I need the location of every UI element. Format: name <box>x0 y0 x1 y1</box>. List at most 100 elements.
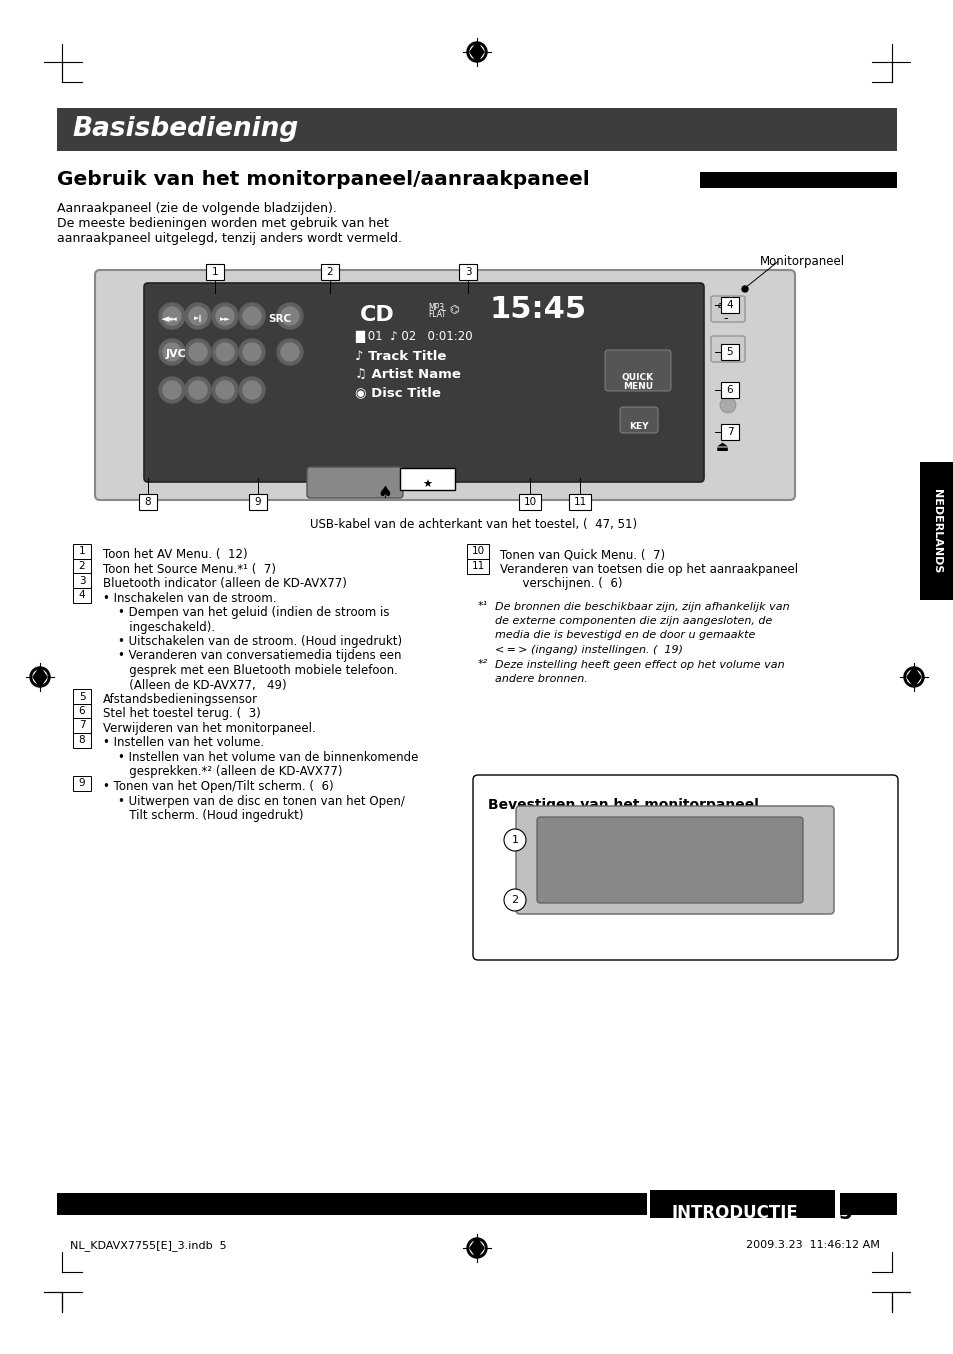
FancyBboxPatch shape <box>467 544 489 559</box>
Circle shape <box>467 42 486 62</box>
Circle shape <box>910 674 916 680</box>
Text: 5: 5 <box>78 692 85 701</box>
Circle shape <box>503 829 525 852</box>
Circle shape <box>906 670 920 684</box>
FancyBboxPatch shape <box>720 424 739 440</box>
Text: NEDERLANDS: NEDERLANDS <box>931 489 941 573</box>
Text: FLAT: FLAT <box>428 310 446 320</box>
FancyBboxPatch shape <box>473 774 897 960</box>
Text: andere bronnen.: andere bronnen. <box>495 674 587 684</box>
FancyBboxPatch shape <box>458 264 476 280</box>
Text: 3: 3 <box>78 575 85 585</box>
Circle shape <box>159 376 185 403</box>
FancyBboxPatch shape <box>73 588 91 603</box>
Text: ★: ★ <box>421 481 432 490</box>
Text: USB-kabel van de achterkant van het toestel, (  47, 51): USB-kabel van de achterkant van het toes… <box>310 519 637 531</box>
Text: -: - <box>723 311 727 325</box>
Circle shape <box>239 338 265 366</box>
Polygon shape <box>470 1238 483 1258</box>
Text: *²: *² <box>477 659 488 669</box>
Text: Monitorpaneel: Monitorpaneel <box>760 255 844 268</box>
Circle shape <box>189 343 207 362</box>
Bar <box>399 468 455 490</box>
Text: 6: 6 <box>726 385 733 395</box>
Text: • Tonen van het Open/Tilt scherm. (  6): • Tonen van het Open/Tilt scherm. ( 6) <box>103 780 334 793</box>
Text: Afstandsbedieningssensor: Afstandsbedieningssensor <box>103 693 257 705</box>
Bar <box>57 1193 646 1215</box>
Text: Basisbediening: Basisbediening <box>71 116 298 142</box>
Text: MENU: MENU <box>622 382 653 391</box>
FancyBboxPatch shape <box>139 494 157 510</box>
Text: NL_KDAVX7755[E]_3.indb  5: NL_KDAVX7755[E]_3.indb 5 <box>70 1240 227 1251</box>
Text: Veranderen van toetsen die op het aanraakpaneel: Veranderen van toetsen die op het aanraa… <box>499 562 798 575</box>
FancyBboxPatch shape <box>95 269 794 500</box>
Text: 3: 3 <box>464 267 471 278</box>
Text: Toon het Source Menu.*¹ (  7): Toon het Source Menu.*¹ ( 7) <box>103 562 275 575</box>
Text: 10: 10 <box>523 497 536 506</box>
Text: ⌬: ⌬ <box>449 305 458 315</box>
FancyBboxPatch shape <box>710 297 744 322</box>
Circle shape <box>185 303 211 329</box>
Text: 2: 2 <box>326 267 333 278</box>
Circle shape <box>467 1238 486 1258</box>
Circle shape <box>212 376 237 403</box>
FancyBboxPatch shape <box>720 344 739 360</box>
Circle shape <box>212 303 237 329</box>
Text: Tilt scherm. (Houd ingedrukt): Tilt scherm. (Houd ingedrukt) <box>103 808 303 822</box>
Text: Bevestigen van het monitorpaneel: Bevestigen van het monitorpaneel <box>488 798 758 812</box>
Text: 9: 9 <box>254 497 261 506</box>
FancyBboxPatch shape <box>604 349 670 391</box>
Circle shape <box>474 1244 479 1251</box>
Text: Verwijderen van het monitorpaneel.: Verwijderen van het monitorpaneel. <box>103 722 315 735</box>
Circle shape <box>281 307 298 325</box>
FancyBboxPatch shape <box>73 704 91 719</box>
Circle shape <box>30 668 50 686</box>
Text: De meeste bedieningen worden met gebruik van het: De meeste bedieningen worden met gebruik… <box>57 217 389 230</box>
Text: 11: 11 <box>471 561 484 571</box>
Text: ►►: ►► <box>219 315 230 322</box>
Text: • Dempen van het geluid (indien de stroom is: • Dempen van het geluid (indien de stroo… <box>103 607 389 619</box>
Text: ►‖: ►‖ <box>193 315 202 322</box>
Circle shape <box>720 397 735 413</box>
Circle shape <box>215 380 233 399</box>
Text: gesprekken.*² (alleen de KD-AVX77): gesprekken.*² (alleen de KD-AVX77) <box>103 765 342 779</box>
Circle shape <box>243 307 261 325</box>
Text: 7: 7 <box>726 427 733 437</box>
Circle shape <box>243 380 261 399</box>
Circle shape <box>189 307 207 325</box>
Text: ◄◄: ◄◄ <box>167 315 177 322</box>
Text: ø/ATT: ø/ATT <box>717 301 738 309</box>
Text: Deze instelling heeft geen effect op het volume van: Deze instelling heeft geen effect op het… <box>495 659 783 669</box>
Text: ◄: ◄ <box>161 314 169 324</box>
Text: Tonen van Quick Menu. (  7): Tonen van Quick Menu. ( 7) <box>499 548 664 561</box>
Bar <box>840 1193 896 1215</box>
FancyBboxPatch shape <box>249 494 267 510</box>
Circle shape <box>503 890 525 911</box>
FancyBboxPatch shape <box>73 544 91 559</box>
Text: 7: 7 <box>78 720 85 731</box>
Bar <box>57 108 896 152</box>
Text: SRC: SRC <box>268 314 292 324</box>
FancyBboxPatch shape <box>320 264 338 280</box>
FancyBboxPatch shape <box>568 494 590 510</box>
Text: • Inschakelen van de stroom.: • Inschakelen van de stroom. <box>103 592 276 604</box>
Text: 8: 8 <box>78 735 85 745</box>
Text: Gebruik van het monitorpaneel/aanraakpaneel: Gebruik van het monitorpaneel/aanraakpan… <box>57 171 589 190</box>
Text: JVC: JVC <box>166 349 187 359</box>
Text: 5: 5 <box>838 1204 851 1223</box>
Text: 8: 8 <box>145 497 152 506</box>
Text: • Instellen van het volume van de binnenkomende: • Instellen van het volume van de binnen… <box>103 751 418 764</box>
Text: • Uitwerpen van de disc en tonen van het Open/: • Uitwerpen van de disc en tonen van het… <box>103 795 404 807</box>
Text: QUICK: QUICK <box>621 372 654 382</box>
Circle shape <box>33 670 47 684</box>
Text: • Instellen van het volume.: • Instellen van het volume. <box>103 737 264 750</box>
Circle shape <box>474 49 479 56</box>
FancyBboxPatch shape <box>144 283 703 482</box>
Text: 15:45: 15:45 <box>490 295 586 324</box>
Text: *¹: *¹ <box>477 601 488 612</box>
Text: 1: 1 <box>212 267 218 278</box>
Text: • Veranderen van conversatiemedia tijdens een: • Veranderen van conversatiemedia tijden… <box>103 650 401 662</box>
Text: 4: 4 <box>78 590 85 600</box>
FancyBboxPatch shape <box>73 718 91 733</box>
Bar <box>919 462 953 600</box>
